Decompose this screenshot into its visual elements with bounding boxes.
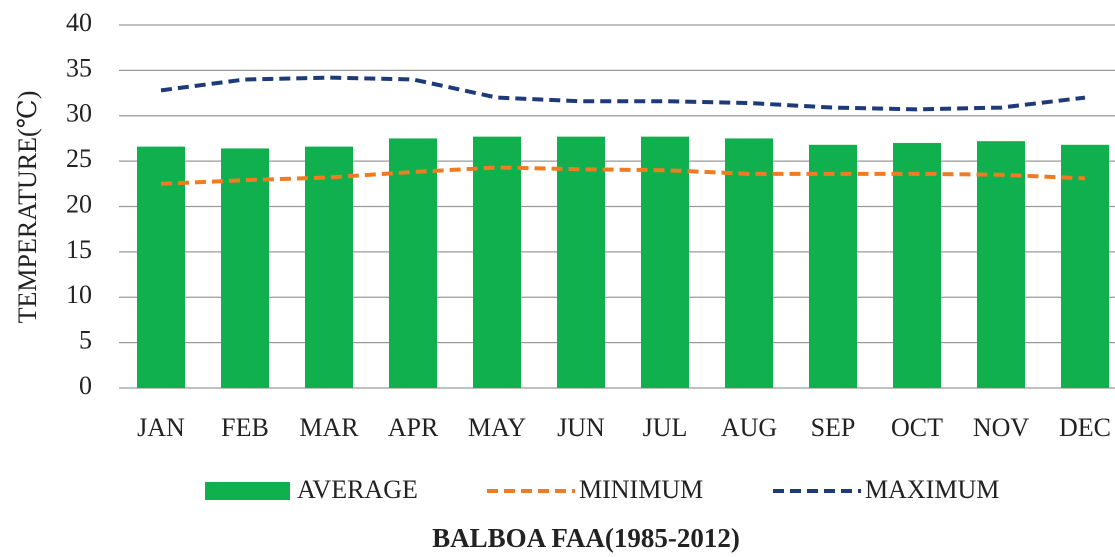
y-tick-label: 40 (66, 8, 92, 37)
bar (473, 136, 521, 388)
bar (137, 146, 185, 388)
y-tick-label: 30 (66, 99, 92, 128)
bar (893, 142, 941, 388)
bar (1061, 144, 1109, 388)
legend-swatch (205, 482, 290, 500)
legend-label: AVERAGE (297, 475, 418, 504)
y-tick-label: 35 (66, 53, 92, 82)
x-tick-label: DEC (1059, 413, 1111, 442)
y-tick-label: 15 (66, 235, 92, 264)
x-tick-label: MAR (299, 413, 359, 442)
y-tick-label: 10 (66, 280, 92, 309)
y-tick-label: 0 (79, 371, 92, 400)
y-tick-label: 20 (66, 189, 92, 218)
bar (389, 138, 437, 388)
y-tick-label: 5 (79, 326, 92, 355)
bar (725, 138, 773, 388)
x-tick-label: FEB (221, 413, 269, 442)
chart-title: BALBOA FAA(1985-2012) (432, 523, 740, 553)
bar (977, 141, 1025, 388)
x-tick-label: JUN (557, 413, 605, 442)
x-tick-label: SEP (811, 413, 856, 442)
x-tick-label: JUL (643, 413, 688, 442)
line (160, 75, 1086, 112)
x-tick-label: APR (388, 413, 439, 442)
x-tick-label: MAY (468, 413, 527, 442)
x-tick-label: NOV (973, 413, 1030, 442)
y-tick-label: 25 (66, 144, 92, 173)
x-tick-label: JAN (137, 413, 185, 442)
legend-label: MINIMUM (579, 475, 703, 504)
y-axis-label: TEMPERATURE(℃) (13, 91, 42, 324)
bar (809, 144, 857, 388)
bar (221, 148, 269, 388)
line (160, 165, 1086, 186)
x-tick-label: OCT (891, 413, 943, 442)
legend-label: MAXIMUM (865, 475, 999, 504)
bar (305, 146, 353, 388)
x-tick-label: AUG (721, 413, 777, 442)
bar (557, 136, 605, 388)
bar (641, 136, 689, 388)
